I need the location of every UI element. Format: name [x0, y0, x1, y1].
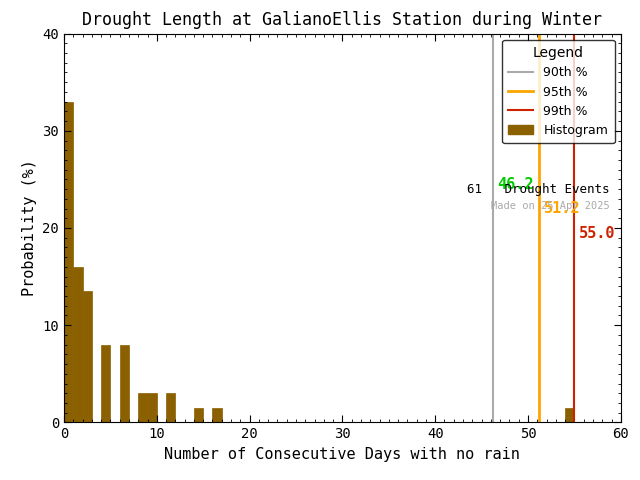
Bar: [212, 408, 222, 422]
Text: Made on 25 Apr 2025: Made on 25 Apr 2025: [491, 201, 610, 211]
Title: Drought Length at GalianoEllis Station during Winter: Drought Length at GalianoEllis Station d…: [83, 11, 602, 29]
Text: 46.2: 46.2: [497, 177, 534, 192]
Bar: [101, 345, 111, 422]
Bar: [166, 393, 175, 422]
Text: 61   Drought Events: 61 Drought Events: [467, 183, 610, 196]
Bar: [138, 393, 148, 422]
Bar: [194, 408, 204, 422]
Bar: [73, 267, 83, 422]
Bar: [565, 408, 574, 422]
Bar: [64, 102, 73, 422]
Bar: [83, 291, 92, 422]
Y-axis label: Probability (%): Probability (%): [22, 159, 37, 297]
X-axis label: Number of Consecutive Days with no rain: Number of Consecutive Days with no rain: [164, 447, 520, 462]
Bar: [147, 393, 157, 422]
Legend: 90th %, 95th %, 99th %, Histogram: 90th %, 95th %, 99th %, Histogram: [502, 40, 614, 144]
Text: 55.0: 55.0: [579, 226, 616, 240]
Text: 51.2: 51.2: [544, 202, 580, 216]
Bar: [120, 345, 129, 422]
